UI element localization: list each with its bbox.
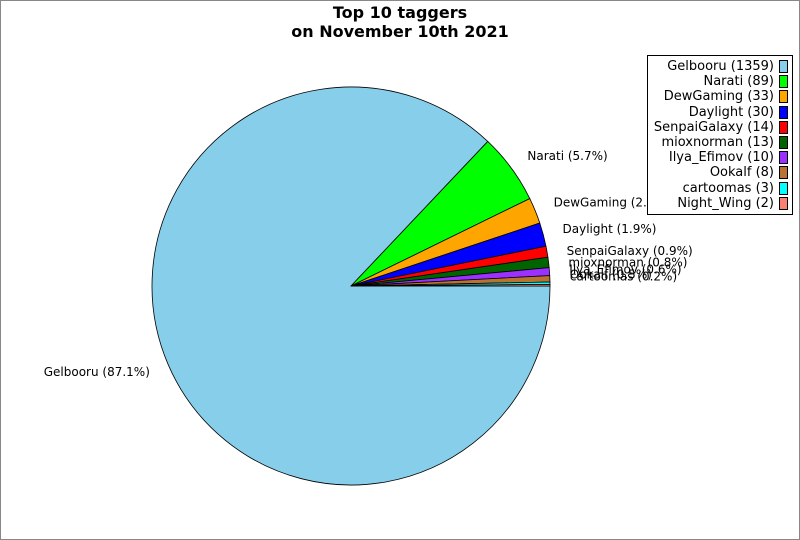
pie-slices: [151, 86, 551, 486]
legend-swatch: [779, 120, 788, 134]
pie-slice-gelbooru: [151, 86, 551, 486]
legend-label: mioxnorman (13): [661, 135, 774, 151]
legend-item-dewgaming: DewGaming (33): [648, 89, 792, 104]
legend-label: Narati (89): [703, 74, 774, 90]
chart-title-line-2: on November 10th 2021: [291, 22, 509, 41]
slice-label-ilya-efimov: Ilya_Efimov (0.6%): [569, 263, 681, 277]
legend-swatch: [779, 105, 788, 119]
legend-swatch: [779, 196, 788, 210]
legend-swatch: [779, 60, 788, 74]
legend-label: Gelbooru (1359): [667, 59, 774, 75]
legend-label: cartoomas (3): [682, 180, 774, 196]
legend-item-mioxnorman: mioxnorman (13): [648, 135, 792, 150]
legend-label: Daylight (30): [688, 104, 774, 120]
legend-label: Ookalf (8): [709, 165, 774, 181]
slice-label-mioxnorman: mioxnorman (0.8%): [568, 256, 687, 270]
slice-label-daylight: Daylight (1.9%): [563, 222, 657, 236]
pie-slice-night-wing: [350, 283, 551, 287]
legend-item-cartoomas: cartoomas (3): [648, 181, 792, 196]
legend-item-ilya-efimov: Ilya_Efimov (10): [648, 150, 792, 165]
chart-title-line-1: Top 10 taggers: [332, 3, 468, 22]
legend-swatch: [779, 90, 788, 104]
slice-label-ookalf: Ookalf (0.5%): [570, 268, 652, 282]
legend-item-night-wing: Night_Wing (2): [648, 196, 792, 211]
legend-swatch: [779, 75, 788, 89]
legend-label: Night_Wing (2): [677, 195, 774, 211]
legend-swatch: [779, 136, 788, 150]
slice-labels: Gelbooru (87.1%) Narati (5.7%) DewGaming (…: [44, 149, 693, 379]
legend-item-narati: Narati (89): [648, 74, 792, 89]
legend-item-senpaigalaxy: SenpaiGalaxy (14): [648, 120, 792, 135]
legend-label: SenpaiGalaxy (14): [653, 119, 774, 135]
slice-label-cartoomas: cartoomas (0.2%): [570, 269, 677, 283]
legend-item-daylight: Daylight (30): [648, 105, 792, 120]
chart-title: Top 10 taggers on November 10th 2021: [1, 3, 799, 41]
legend-label: Ilya_Efimov (10): [668, 150, 774, 166]
legend-swatch: [779, 151, 788, 165]
legend: Gelbooru (1359) Narati (89) DewGaming (33)…: [647, 55, 793, 215]
slice-label-senpaigalaxy: SenpaiGalaxy (0.9%): [567, 244, 693, 258]
legend-swatch: [779, 181, 788, 195]
legend-item-ookalf: Ookalf (8): [648, 165, 792, 180]
slice-label-narati: Narati (5.7%): [527, 149, 607, 163]
legend-label: DewGaming (33): [663, 89, 774, 105]
slice-label-dewgaming: DewGaming (2.1%): [554, 196, 671, 210]
legend-swatch: [779, 166, 788, 180]
slice-label-gelbooru: Gelbooru (87.1%): [44, 365, 150, 379]
legend-item-gelbooru: Gelbooru (1359): [648, 59, 792, 74]
